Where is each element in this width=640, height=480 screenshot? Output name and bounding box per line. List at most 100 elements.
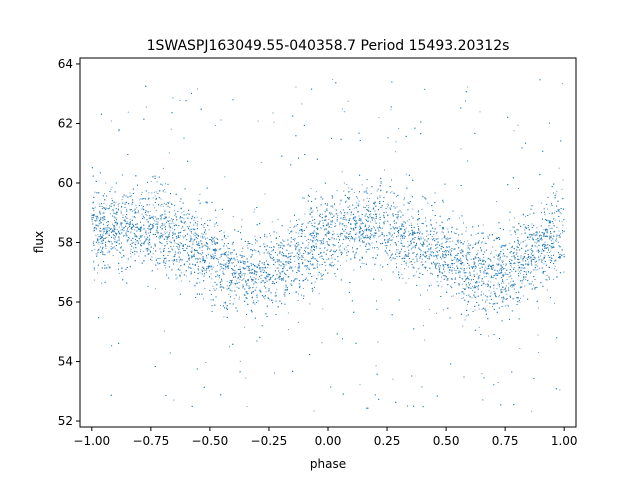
data-point — [233, 257, 235, 259]
data-point — [479, 111, 481, 113]
data-point — [391, 191, 393, 193]
data-point — [383, 211, 385, 213]
data-point — [161, 216, 162, 218]
data-point — [395, 141, 397, 143]
data-point — [328, 219, 330, 220]
data-point — [204, 287, 206, 289]
data-point — [347, 237, 348, 239]
data-point — [474, 309, 476, 311]
data-point — [199, 193, 201, 195]
data-point — [436, 258, 438, 260]
data-point — [141, 205, 143, 207]
data-point — [309, 303, 311, 305]
data-point — [152, 204, 154, 206]
data-point — [298, 244, 300, 246]
data-point — [321, 258, 323, 260]
data-point — [116, 229, 118, 231]
data-point — [458, 292, 460, 294]
data-point — [214, 125, 216, 127]
data-point — [400, 211, 402, 213]
data-point — [455, 277, 456, 279]
data-point — [230, 253, 232, 255]
data-point — [422, 244, 424, 246]
data-point — [529, 256, 531, 258]
data-point — [169, 201, 171, 203]
data-point — [111, 186, 113, 188]
data-point — [305, 246, 307, 248]
data-point — [172, 227, 174, 229]
data-point — [397, 249, 399, 251]
data-point — [561, 83, 563, 85]
data-point — [540, 255, 542, 257]
data-point — [109, 205, 111, 207]
data-point — [177, 247, 179, 249]
data-point — [114, 220, 115, 221]
data-point — [488, 290, 490, 292]
data-point — [492, 306, 493, 308]
data-point — [126, 221, 128, 223]
data-point — [130, 195, 132, 197]
data-point — [477, 252, 479, 254]
data-point — [498, 269, 500, 271]
data-point — [112, 255, 114, 257]
data-point — [151, 270, 153, 272]
data-point — [105, 247, 107, 249]
data-point — [468, 254, 470, 256]
data-point — [463, 292, 465, 294]
data-point — [110, 188, 112, 190]
data-point — [166, 260, 168, 262]
data-point — [460, 257, 462, 259]
data-point — [378, 236, 380, 238]
data-point — [93, 228, 95, 230]
data-point — [436, 268, 438, 270]
data-point — [402, 277, 404, 279]
data-point — [271, 276, 273, 278]
data-point — [152, 247, 154, 249]
data-point — [147, 228, 149, 230]
data-point — [151, 192, 153, 194]
data-point — [345, 225, 347, 226]
data-point — [294, 246, 296, 247]
data-point — [537, 307, 539, 309]
data-point — [336, 238, 338, 240]
data-point — [561, 188, 563, 190]
data-point — [114, 227, 116, 229]
data-point — [285, 256, 287, 258]
data-point — [369, 215, 371, 217]
data-point — [543, 263, 545, 265]
data-point — [341, 108, 343, 110]
data-point — [272, 112, 274, 114]
data-point — [466, 295, 468, 296]
data-point — [339, 203, 341, 205]
data-point — [153, 225, 155, 226]
data-point — [380, 227, 382, 229]
data-point — [226, 245, 228, 247]
data-point — [519, 267, 521, 269]
data-point — [515, 283, 517, 285]
data-point — [245, 377, 247, 379]
data-point — [178, 250, 180, 252]
data-point — [497, 382, 499, 383]
data-point — [107, 251, 109, 253]
data-point — [449, 269, 451, 271]
data-point — [509, 242, 511, 244]
data-point — [517, 236, 519, 238]
data-point — [401, 223, 403, 224]
data-point — [202, 224, 204, 226]
data-point — [241, 287, 243, 289]
data-point — [227, 247, 229, 249]
data-point — [327, 231, 329, 233]
data-point — [254, 235, 256, 237]
data-point — [481, 373, 483, 375]
data-point — [121, 267, 123, 269]
data-point — [118, 130, 120, 132]
data-point — [224, 176, 226, 178]
data-point — [495, 275, 497, 276]
data-point — [367, 204, 369, 206]
data-point — [197, 221, 199, 222]
data-point — [320, 255, 322, 257]
data-point — [202, 233, 204, 235]
data-point — [528, 236, 530, 238]
data-point — [236, 286, 238, 288]
data-point — [298, 232, 300, 234]
